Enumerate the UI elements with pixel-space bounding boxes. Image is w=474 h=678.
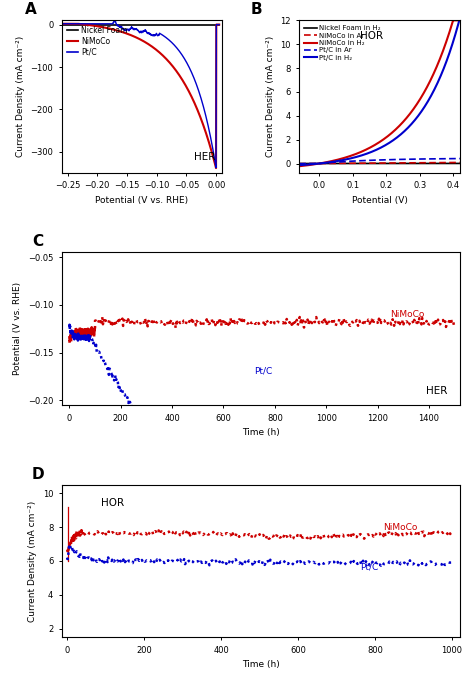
Y-axis label: Potential (V vs. RHE): Potential (V vs. RHE) xyxy=(13,282,22,376)
Text: Pt/C: Pt/C xyxy=(360,563,378,572)
Text: C: C xyxy=(32,235,43,250)
Y-axis label: Current Density (mA cm⁻²): Current Density (mA cm⁻²) xyxy=(16,36,25,157)
Text: HER: HER xyxy=(427,386,448,396)
Text: B: B xyxy=(251,2,263,17)
X-axis label: Potential (V): Potential (V) xyxy=(352,196,408,205)
Text: D: D xyxy=(32,466,45,481)
Text: HOR: HOR xyxy=(101,498,125,508)
X-axis label: Potential (V vs. RHE): Potential (V vs. RHE) xyxy=(95,196,189,205)
Y-axis label: Current Density (mA cm⁻²): Current Density (mA cm⁻²) xyxy=(266,36,275,157)
Text: HOR: HOR xyxy=(360,31,383,41)
Text: NiMoCo: NiMoCo xyxy=(391,311,425,319)
Text: NiMoCo: NiMoCo xyxy=(383,523,417,532)
Y-axis label: Current Density (mA cm⁻²): Current Density (mA cm⁻²) xyxy=(28,500,37,622)
Text: A: A xyxy=(25,2,36,17)
Text: HER: HER xyxy=(194,153,216,162)
Legend: Nickel Foam in H₂, NiMoCo in Ar, NiMoCo in H₂, Pt/C in Ar, Pt/C in H₂: Nickel Foam in H₂, NiMoCo in Ar, NiMoCo … xyxy=(303,24,383,62)
X-axis label: Time (h): Time (h) xyxy=(242,660,280,669)
Legend: Nickel Foam, NiMoCo, Pt/C: Nickel Foam, NiMoCo, Pt/C xyxy=(65,24,129,58)
Text: Pt/C: Pt/C xyxy=(254,367,273,376)
X-axis label: Time (h): Time (h) xyxy=(242,428,280,437)
